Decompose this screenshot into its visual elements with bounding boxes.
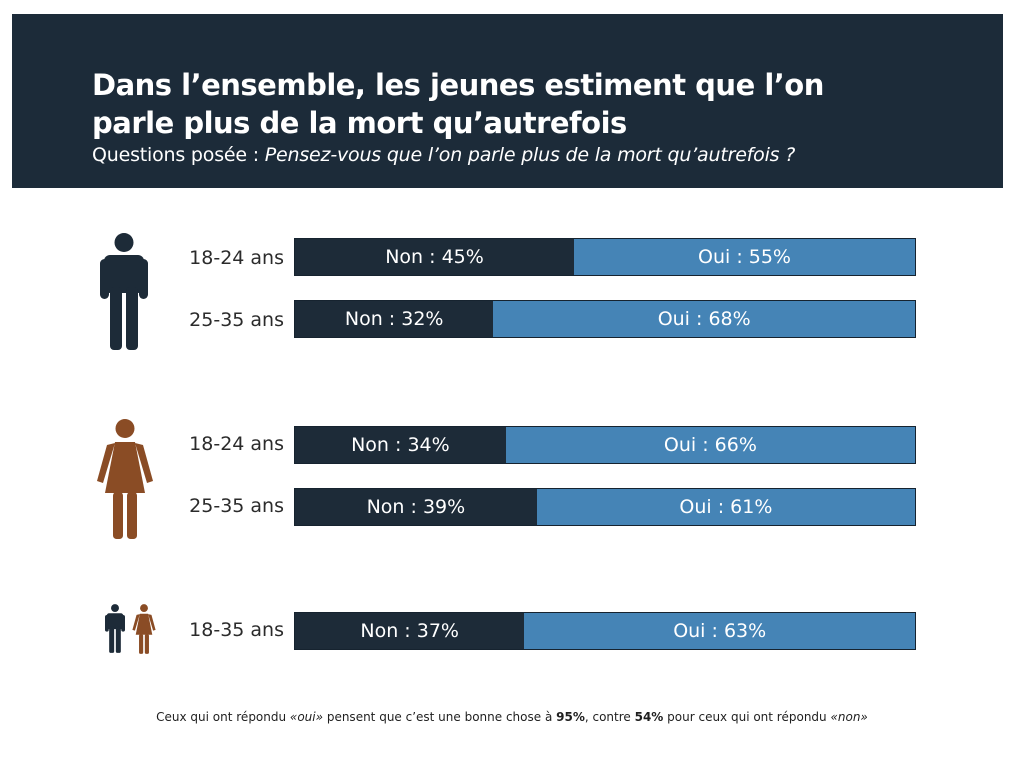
chart-subtitle: Questions posée : Pensez-vous que l’on p…	[92, 144, 795, 166]
segment-label-oui: Oui : 68%	[657, 308, 751, 330]
segment-label-non: Non : 37%	[360, 620, 459, 642]
bar-segment-oui: Oui : 63%	[524, 613, 915, 649]
segment-label-non: Non : 39%	[366, 496, 466, 518]
chart-title-line-1: Dans l’ensemble, les jeunes estiment que…	[92, 68, 824, 102]
bar-segment-oui: Oui : 55%	[574, 239, 915, 275]
stacked-bar: Non : 34% Oui : 66%	[294, 426, 916, 464]
segment-label-oui: Oui : 63%	[673, 620, 767, 642]
footnote-non-percent: 54%	[634, 710, 664, 724]
footnote: Ceux qui ont répondu «oui» pensent que c…	[0, 710, 1024, 724]
bar-segment-non: Non : 34%	[295, 427, 506, 463]
age-label: 18-35 ans	[189, 619, 284, 641]
footnote-text: , contre	[584, 710, 635, 724]
woman-icon	[97, 419, 153, 539]
footnote-text: pour ceux qui ont répondu	[663, 710, 831, 724]
chart-title-line-2: parle plus de la mort qu’autrefois	[92, 106, 627, 140]
segment-label-non: Non : 34%	[351, 434, 450, 456]
bar-segment-non: Non : 45%	[295, 239, 574, 275]
footnote-non: «non»	[830, 710, 868, 724]
chart-title: Dans l’ensemble, les jeunes estiment que…	[92, 66, 824, 142]
woman-small-icon	[132, 604, 156, 654]
stacked-bar: Non : 32% Oui : 68%	[294, 300, 916, 338]
footnote-oui: «oui»	[289, 710, 324, 724]
segment-label-non: Non : 45%	[385, 246, 484, 268]
bar-segment-oui: Oui : 61%	[536, 489, 915, 525]
footnote-oui-percent: 95%	[556, 710, 585, 724]
age-label: 25-35 ans	[189, 495, 284, 517]
man-small-icon	[105, 604, 125, 653]
stacked-bar: Non : 37% Oui : 63%	[294, 612, 916, 650]
stacked-bar: Non : 45% Oui : 55%	[294, 238, 916, 276]
subtitle-question: Pensez-vous que l’on parle plus de la mo…	[264, 144, 796, 166]
stacked-bar: Non : 39% Oui : 61%	[294, 488, 916, 526]
bar-segment-non: Non : 32%	[295, 301, 494, 337]
age-label: 25-35 ans	[189, 309, 284, 331]
bar-segment-non: Non : 39%	[295, 489, 537, 525]
chart-header: Dans l’ensemble, les jeunes estiment que…	[12, 14, 1003, 188]
footnote-text: pensent que c’est une bonne chose à	[323, 710, 557, 724]
age-label: 18-24 ans	[189, 247, 284, 269]
man-icon	[100, 233, 148, 350]
segment-label-non: Non : 32%	[344, 308, 444, 330]
segment-label-oui: Oui : 61%	[679, 496, 773, 518]
bar-segment-oui: Oui : 68%	[493, 301, 915, 337]
footnote-text: Ceux qui ont répondu	[156, 710, 290, 724]
bar-segment-non: Non : 37%	[295, 613, 525, 649]
age-label: 18-24 ans	[189, 433, 284, 455]
bar-segment-oui: Oui : 66%	[505, 427, 915, 463]
segment-label-oui: Oui : 66%	[663, 434, 757, 456]
segment-label-oui: Oui : 55%	[698, 246, 791, 268]
subtitle-prefix: Questions posée :	[92, 144, 265, 166]
